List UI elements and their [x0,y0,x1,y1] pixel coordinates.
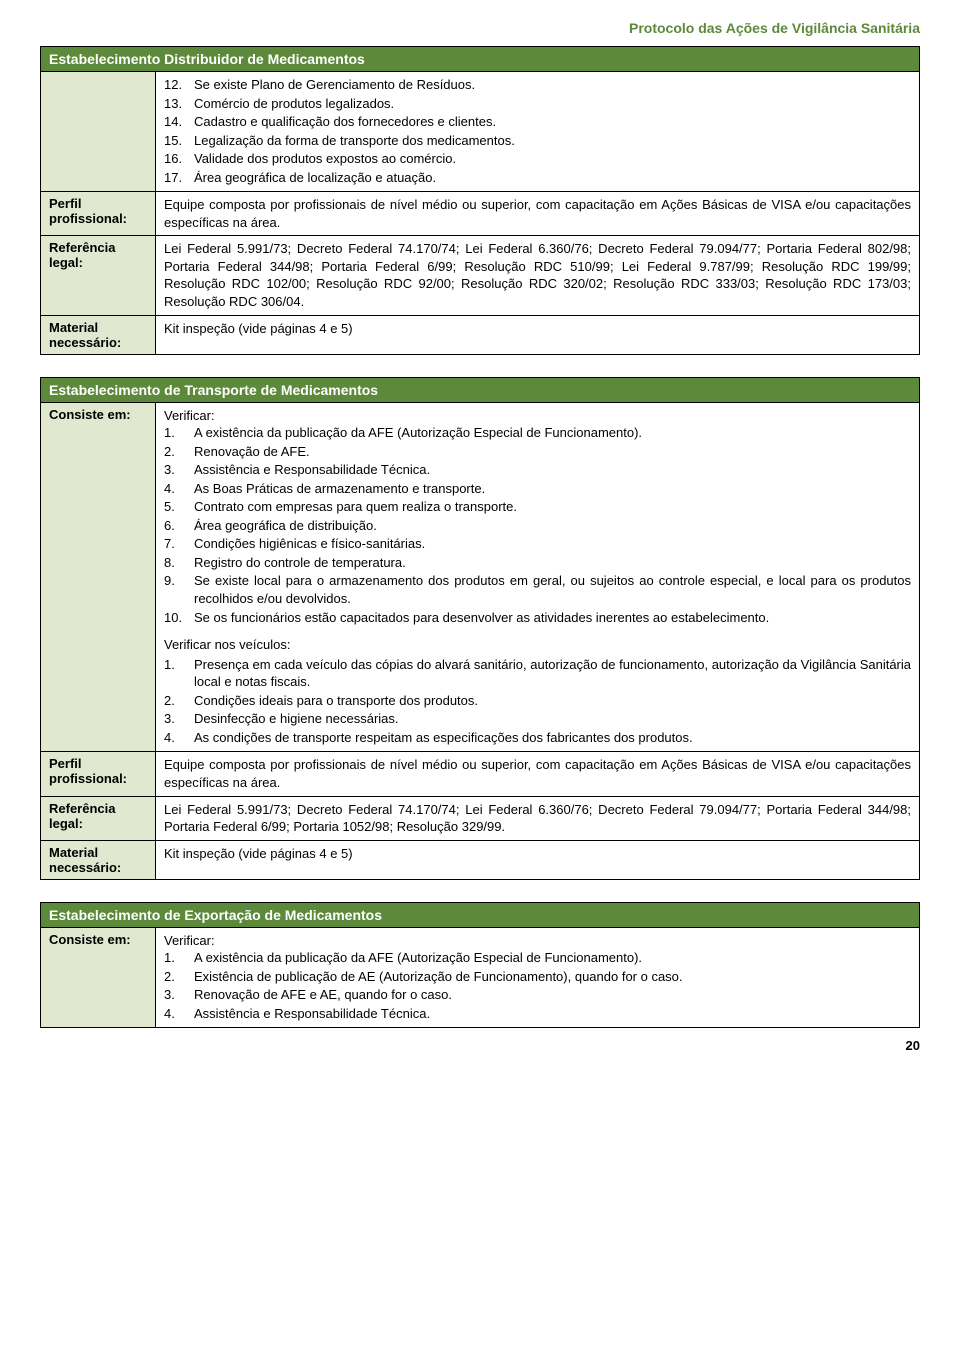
section-transporte: Estabelecimento de Transporte de Medicam… [40,377,920,880]
item-num: 2. [164,443,194,461]
perfil-text: Equipe composta por profissionais de nív… [156,192,920,236]
item-text: Presença em cada veículo das cópias do a… [194,656,911,691]
item-num: 13. [164,95,194,113]
item-text: Condições higiênicas e físico-sanitárias… [194,535,911,553]
label-perfil: Perfil profissional: [41,752,156,796]
item-text: Contrato com empresas para quem realiza … [194,498,911,516]
label-referencia: Referência legal: [41,236,156,315]
list-exportacao: 1.A existência da publicação da AFE (Aut… [164,949,911,1022]
item-num: 4. [164,729,194,747]
item-num: 16. [164,150,194,168]
item-text: Cadastro e qualificação dos fornecedores… [194,113,911,131]
item-text: Se existe local para o armazenamento dos… [194,572,911,607]
sub-verificar-label: Verificar nos veículos: [164,636,911,654]
item-num: 17. [164,169,194,187]
material-text: Kit inspeção (vide páginas 4 e 5) [156,840,920,879]
section-title-exportacao: Estabelecimento de Exportação de Medicam… [41,903,919,927]
item-text: Assistência e Responsabilidade Técnica. [194,1005,911,1023]
item-text: Validade dos produtos expostos ao comérc… [194,150,911,168]
item-num: 2. [164,968,194,986]
section-exportacao: Estabelecimento de Exportação de Medicam… [40,902,920,1029]
item-num: 1. [164,656,194,691]
item-text: As condições de transporte respeitam as … [194,729,911,747]
item-num: 4. [164,1005,194,1023]
item-num: 2. [164,692,194,710]
perfil-text: Equipe composta por profissionais de nív… [156,752,920,796]
item-text: Registro do controle de temperatura. [194,554,911,572]
section-distribuidor: Estabelecimento Distribuidor de Medicame… [40,46,920,355]
item-text: A existência da publicação da AFE (Autor… [194,949,911,967]
label-consiste: Consiste em: [41,402,156,752]
item-num: 3. [164,986,194,1004]
verificar-label: Verificar: [164,932,911,950]
list-distribuidor: 12.Se existe Plano de Gerenciamento de R… [164,76,911,186]
item-text: Renovação de AFE. [194,443,911,461]
item-num: 5. [164,498,194,516]
referencia-text: Lei Federal 5.991/73; Decreto Federal 74… [156,796,920,840]
item-num: 4. [164,480,194,498]
item-text: Comércio de produtos legalizados. [194,95,911,113]
item-num: 12. [164,76,194,94]
item-num: 8. [164,554,194,572]
item-num: 3. [164,461,194,479]
item-text: Legalização da forma de transporte dos m… [194,132,911,150]
item-num: 6. [164,517,194,535]
section-title-transporte: Estabelecimento de Transporte de Medicam… [41,378,919,402]
item-num: 3. [164,710,194,728]
referencia-text: Lei Federal 5.991/73; Decreto Federal 74… [156,236,920,315]
item-num: 15. [164,132,194,150]
material-text: Kit inspeção (vide páginas 4 e 5) [156,315,920,354]
item-text: Condições ideais para o transporte dos p… [194,692,911,710]
label-perfil: Perfil profissional: [41,192,156,236]
item-text: A existência da publicação da AFE (Autor… [194,424,911,442]
item-num: 14. [164,113,194,131]
label-consiste: Consiste em: [41,927,156,1028]
item-text: Área geográfica de localização e atuação… [194,169,911,187]
list-transporte-veiculos: 1.Presença em cada veículo das cópias do… [164,656,911,747]
item-text: Se existe Plano de Gerenciamento de Resí… [194,76,911,94]
item-num: 9. [164,572,194,607]
label-material: Material necessário: [41,840,156,879]
item-num: 7. [164,535,194,553]
item-text: Existência de publicação de AE (Autoriza… [194,968,911,986]
verificar-label: Verificar: [164,407,911,425]
item-text: Desinfecção e higiene necessárias. [194,710,911,728]
list-transporte: 1.A existência da publicação da AFE (Aut… [164,424,911,626]
item-num: 1. [164,424,194,442]
document-header: Protocolo das Ações de Vigilância Sanitá… [40,20,920,36]
item-num: 10. [164,609,194,627]
label-blank [41,72,156,192]
label-referencia: Referência legal: [41,796,156,840]
section-title-distribuidor: Estabelecimento Distribuidor de Medicame… [41,47,919,71]
item-text: As Boas Práticas de armazenamento e tran… [194,480,911,498]
item-num: 1. [164,949,194,967]
item-text: Se os funcionários estão capacitados par… [194,609,911,627]
item-text: Renovação de AFE e AE, quando for o caso… [194,986,911,1004]
item-text: Área geográfica de distribuição. [194,517,911,535]
page-number: 20 [40,1038,920,1053]
label-material: Material necessário: [41,315,156,354]
item-text: Assistência e Responsabilidade Técnica. [194,461,911,479]
